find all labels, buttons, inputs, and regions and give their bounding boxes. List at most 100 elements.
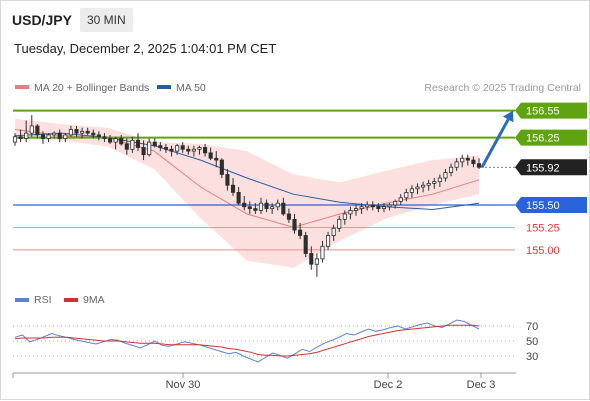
ma50-legend-label: MA 50 xyxy=(176,82,206,94)
candle-body xyxy=(292,218,297,231)
rsi-ma-legend-swatch xyxy=(64,298,78,302)
candle-body xyxy=(359,206,364,209)
candle-body xyxy=(135,139,141,148)
forecast-arrow-shaft xyxy=(480,118,510,168)
candle-body xyxy=(163,147,168,150)
level-tag-155.50 xyxy=(515,196,587,213)
ma50-legend-swatch xyxy=(157,85,171,89)
level-label-155.00: 155.00 xyxy=(526,245,560,257)
candle-body xyxy=(326,235,331,247)
candle-body xyxy=(107,138,113,143)
candle-body xyxy=(275,202,280,208)
candle-body xyxy=(471,159,476,165)
candle-body xyxy=(337,218,342,229)
rsi-line xyxy=(14,319,480,363)
legend-rsi: RSI xyxy=(15,294,52,306)
candle-body xyxy=(186,148,191,152)
symbol-title: USD/JPY xyxy=(12,12,72,28)
candle-body xyxy=(24,132,29,139)
candle-body xyxy=(236,191,241,204)
ma20-legend-label: MA 20 + Bollinger Bands xyxy=(34,82,149,94)
candle-body xyxy=(102,136,107,139)
level-label-156.55: 156.55 xyxy=(526,106,560,118)
candle-body xyxy=(29,125,34,134)
legend-rsi-ma: 9MA xyxy=(64,294,105,306)
candle-body xyxy=(242,202,247,208)
candle-body xyxy=(219,159,224,175)
rsi-tick-30: 30 xyxy=(526,351,538,363)
candle-body xyxy=(225,174,230,186)
rsi-tick-70: 70 xyxy=(526,321,538,333)
candle-body xyxy=(348,209,353,215)
candle-body xyxy=(12,136,18,143)
candle-body xyxy=(437,177,442,183)
candle-body xyxy=(130,139,135,150)
candle-body xyxy=(230,184,236,193)
candle-body xyxy=(460,157,465,163)
candle-body xyxy=(203,147,208,154)
bollinger-bands xyxy=(15,118,479,268)
candle-body xyxy=(448,166,454,174)
level-label-156.25: 156.25 xyxy=(526,133,560,145)
candle-body xyxy=(52,132,57,136)
level-tag-156.25 xyxy=(515,129,587,146)
time-axis-label: Dec 2 xyxy=(374,379,403,391)
level-label-155.92: 155.92 xyxy=(526,162,560,174)
candle-body xyxy=(264,202,269,209)
candle-body xyxy=(113,138,118,143)
candle-body xyxy=(35,125,40,136)
candle-body xyxy=(331,227,336,236)
candle-body xyxy=(476,163,482,168)
level-tag-155.92 xyxy=(515,159,587,176)
candle-body xyxy=(85,130,90,134)
candle-body xyxy=(342,213,347,220)
candle-body xyxy=(169,148,174,152)
rsi-legend-label: RSI xyxy=(34,294,52,306)
candle-body xyxy=(124,143,129,150)
candle-body xyxy=(158,145,163,148)
rsi-ma-legend-label: 9MA xyxy=(83,294,105,306)
candle-body xyxy=(381,206,387,209)
candle-body xyxy=(465,157,470,161)
candle-body xyxy=(426,183,431,186)
rsi-tick-50: 50 xyxy=(526,336,538,348)
ma50-line xyxy=(14,132,480,211)
candle-body xyxy=(303,235,308,254)
candle-body xyxy=(197,147,202,150)
level-tag-156.55 xyxy=(515,102,587,119)
candle-body xyxy=(409,188,414,193)
rsi-legend-swatch xyxy=(15,298,29,302)
candle-body xyxy=(398,197,403,202)
candle-body xyxy=(214,157,219,161)
legend-ma50: MA 50 xyxy=(157,82,206,94)
candle-body xyxy=(393,200,398,206)
candle-body xyxy=(68,129,73,136)
candle-body xyxy=(298,229,303,236)
candle-body xyxy=(387,204,392,208)
candle-body xyxy=(353,208,359,211)
candle-body xyxy=(281,202,286,215)
candle-body xyxy=(314,258,319,265)
candle-body xyxy=(80,130,85,134)
candle-body xyxy=(415,186,420,190)
candle-body xyxy=(46,134,51,139)
rsi-ma-line xyxy=(14,324,480,357)
candle-body xyxy=(454,161,459,168)
candle-body xyxy=(404,191,409,199)
candle-body xyxy=(119,138,124,145)
candle-body xyxy=(376,206,381,209)
candle-body xyxy=(63,134,68,139)
time-axis-label: Nov 30 xyxy=(166,379,201,391)
candle-body xyxy=(247,206,252,209)
forecast-arrow-head xyxy=(502,110,514,123)
candle-body xyxy=(180,145,185,150)
candle-body xyxy=(365,204,370,208)
rsi-panel: 70 50 30 xyxy=(13,319,538,363)
candle-body xyxy=(370,204,375,208)
candle-body xyxy=(270,206,275,209)
candle-body xyxy=(320,245,325,260)
timeframe-badge[interactable]: 30 MIN xyxy=(80,8,133,32)
candle-body xyxy=(208,152,213,159)
time-axis-label: Dec 3 xyxy=(467,379,496,391)
